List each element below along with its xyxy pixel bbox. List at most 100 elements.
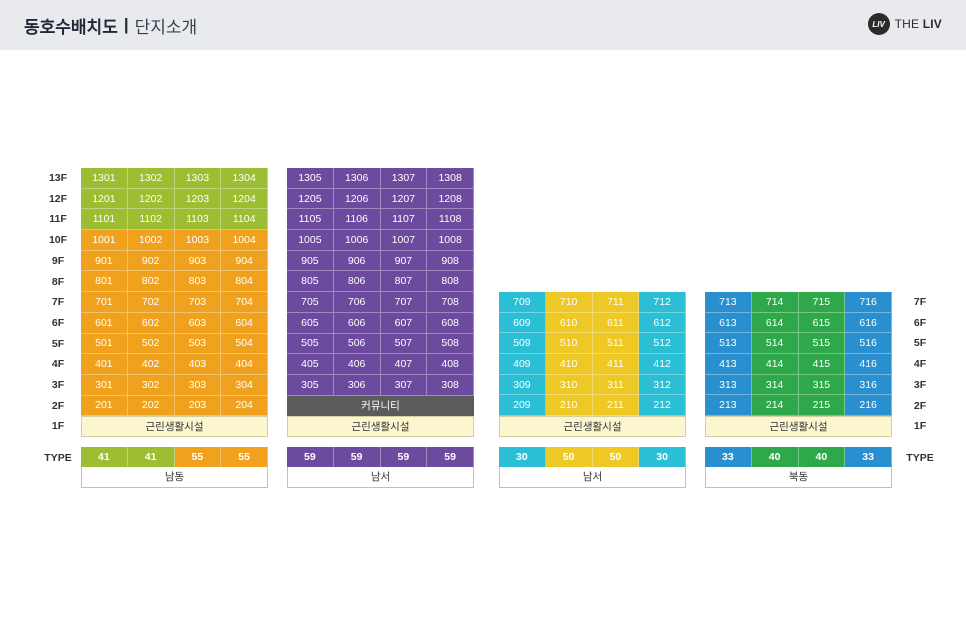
- unit-cell[interactable]: 214: [751, 395, 799, 417]
- unit-cell[interactable]: 615: [798, 312, 846, 334]
- unit-cell[interactable]: 905: [287, 250, 334, 272]
- unit-cell[interactable]: 1206: [333, 188, 381, 210]
- unit-cell[interactable]: 306: [333, 374, 381, 396]
- unit-cell[interactable]: 415: [798, 354, 846, 375]
- unit-cell[interactable]: 409: [499, 354, 546, 375]
- unit-cell[interactable]: 604: [221, 312, 268, 334]
- unit-cell[interactable]: 714: [751, 292, 799, 313]
- unit-cell[interactable]: 213: [705, 395, 752, 417]
- unit-cell[interactable]: 1303: [174, 168, 222, 189]
- unit-cell[interactable]: 1104: [221, 209, 268, 231]
- unit-cell[interactable]: 506: [333, 333, 381, 355]
- unit-cell[interactable]: 402: [127, 354, 175, 375]
- unit-cell[interactable]: 613: [705, 312, 752, 334]
- unit-cell[interactable]: 709: [499, 292, 546, 313]
- unit-cell[interactable]: 201: [81, 395, 128, 417]
- unit-cell[interactable]: 606: [333, 312, 381, 334]
- unit-cell[interactable]: 514: [751, 333, 799, 355]
- unit-cell[interactable]: 605: [287, 312, 334, 334]
- unit-cell[interactable]: 404: [221, 354, 268, 375]
- unit-cell[interactable]: 1002: [127, 230, 175, 251]
- unit-cell[interactable]: 308: [427, 374, 474, 396]
- unit-cell[interactable]: 808: [427, 271, 474, 293]
- brand-logo[interactable]: LIV THE LIV: [867, 13, 942, 35]
- unit-cell[interactable]: 1006: [333, 230, 381, 251]
- unit-cell[interactable]: 1302: [127, 168, 175, 189]
- unit-cell[interactable]: 904: [221, 250, 268, 272]
- unit-cell[interactable]: 303: [174, 374, 222, 396]
- unit-cell[interactable]: 412: [639, 354, 686, 375]
- unit-cell[interactable]: 706: [333, 292, 381, 313]
- unit-cell[interactable]: 309: [499, 374, 546, 396]
- unit-cell[interactable]: 1108: [427, 209, 474, 231]
- unit-cell[interactable]: 609: [499, 312, 546, 334]
- unit-cell[interactable]: 314: [751, 374, 799, 396]
- unit-cell[interactable]: 1103: [174, 209, 222, 231]
- unit-cell[interactable]: 316: [845, 374, 892, 396]
- unit-cell[interactable]: 1101: [81, 209, 128, 231]
- unit-cell[interactable]: 711: [592, 292, 640, 313]
- unit-cell[interactable]: 1203: [174, 188, 222, 210]
- unit-cell[interactable]: 707: [380, 292, 428, 313]
- unit-cell[interactable]: 413: [705, 354, 752, 375]
- unit-cell[interactable]: 1004: [221, 230, 268, 251]
- unit-cell[interactable]: 902: [127, 250, 175, 272]
- unit-cell[interactable]: 1106: [333, 209, 381, 231]
- unit-cell[interactable]: 1205: [287, 188, 334, 210]
- unit-cell[interactable]: 704: [221, 292, 268, 313]
- unit-cell[interactable]: 211: [592, 395, 640, 417]
- unit-cell[interactable]: 1307: [380, 168, 428, 189]
- unit-cell[interactable]: 710: [545, 292, 593, 313]
- unit-cell[interactable]: 701: [81, 292, 128, 313]
- unit-cell[interactable]: 313: [705, 374, 752, 396]
- unit-cell[interactable]: 408: [427, 354, 474, 375]
- unit-cell[interactable]: 203: [174, 395, 222, 417]
- unit-cell[interactable]: 611: [592, 312, 640, 334]
- unit-cell[interactable]: 311: [592, 374, 640, 396]
- unit-cell[interactable]: 212: [639, 395, 686, 417]
- unit-cell[interactable]: 1005: [287, 230, 334, 251]
- unit-cell[interactable]: 216: [845, 395, 892, 417]
- unit-cell[interactable]: 204: [221, 395, 268, 417]
- unit-cell[interactable]: 516: [845, 333, 892, 355]
- unit-cell[interactable]: 702: [127, 292, 175, 313]
- unit-cell[interactable]: 302: [127, 374, 175, 396]
- unit-cell[interactable]: 501: [81, 333, 128, 355]
- unit-cell[interactable]: 215: [798, 395, 846, 417]
- unit-cell[interactable]: 407: [380, 354, 428, 375]
- unit-cell[interactable]: 1304: [221, 168, 268, 189]
- unit-cell[interactable]: 502: [127, 333, 175, 355]
- unit-cell[interactable]: 515: [798, 333, 846, 355]
- unit-cell[interactable]: 414: [751, 354, 799, 375]
- unit-cell[interactable]: 315: [798, 374, 846, 396]
- unit-cell[interactable]: 1003: [174, 230, 222, 251]
- unit-cell[interactable]: 401: [81, 354, 128, 375]
- unit-cell[interactable]: 305: [287, 374, 334, 396]
- unit-cell[interactable]: 513: [705, 333, 752, 355]
- unit-cell[interactable]: 607: [380, 312, 428, 334]
- unit-cell[interactable]: 801: [81, 271, 128, 293]
- unit-cell[interactable]: 312: [639, 374, 686, 396]
- unit-cell[interactable]: 1001: [81, 230, 128, 251]
- unit-cell[interactable]: 406: [333, 354, 381, 375]
- unit-cell[interactable]: 602: [127, 312, 175, 334]
- unit-cell[interactable]: 804: [221, 271, 268, 293]
- unit-cell[interactable]: 715: [798, 292, 846, 313]
- unit-cell[interactable]: 1201: [81, 188, 128, 210]
- unit-cell[interactable]: 807: [380, 271, 428, 293]
- unit-cell[interactable]: 708: [427, 292, 474, 313]
- unit-cell[interactable]: 1107: [380, 209, 428, 231]
- unit-cell[interactable]: 901: [81, 250, 128, 272]
- unit-cell[interactable]: 1301: [81, 168, 128, 189]
- unit-cell[interactable]: 608: [427, 312, 474, 334]
- unit-cell[interactable]: 405: [287, 354, 334, 375]
- unit-cell[interactable]: 903: [174, 250, 222, 272]
- unit-cell[interactable]: 209: [499, 395, 546, 417]
- unit-cell[interactable]: 713: [705, 292, 752, 313]
- unit-cell[interactable]: 601: [81, 312, 128, 334]
- unit-cell[interactable]: 1306: [333, 168, 381, 189]
- unit-cell[interactable]: 403: [174, 354, 222, 375]
- unit-cell[interactable]: 507: [380, 333, 428, 355]
- unit-cell[interactable]: 202: [127, 395, 175, 417]
- unit-cell[interactable]: 1207: [380, 188, 428, 210]
